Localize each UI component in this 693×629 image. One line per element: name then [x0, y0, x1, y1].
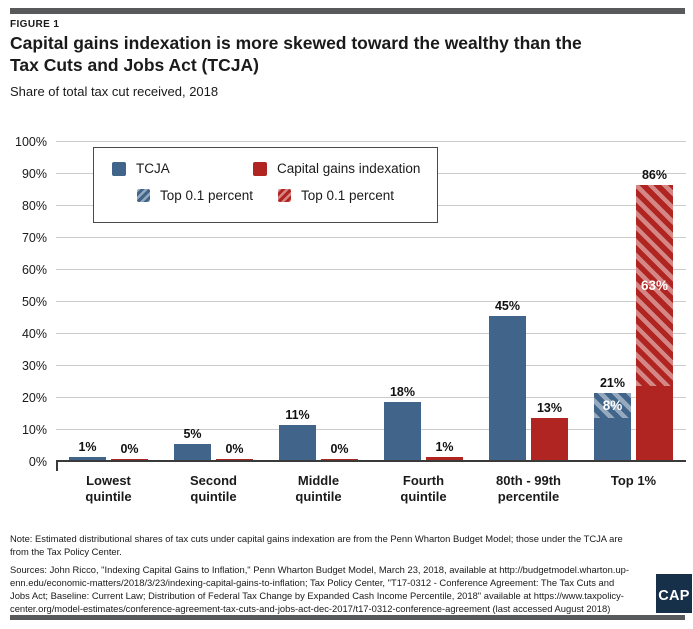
cap-logo: CAP [656, 574, 692, 613]
bar-cgi: 13% [531, 401, 568, 460]
hatch-value-label: 63% [640, 278, 669, 294]
bar-tcja: 5% [174, 427, 211, 460]
gridline [56, 397, 686, 398]
bar-tcja: 1% [69, 440, 106, 460]
bar-group: 45% 13% [476, 142, 581, 460]
bar-value-label: 86% [641, 167, 668, 182]
footer-text: Note: Estimated distributional shares of… [10, 532, 645, 615]
bar-value-label: 1% [435, 439, 454, 454]
y-tick-label: 10% [21, 423, 47, 437]
legend-item-tcja: TCJA [112, 161, 253, 176]
gridline [56, 301, 686, 302]
top01-hatch-overlay: 8% [594, 392, 631, 419]
tcja-hatch-swatch-icon [137, 189, 150, 202]
y-axis-stub [56, 461, 58, 471]
bar-tcja: 21% 8% [594, 376, 631, 460]
y-tick-label: 40% [21, 327, 47, 341]
bottom-divider [10, 615, 685, 620]
y-tick-label: 60% [21, 263, 47, 277]
bar-cgi: 0% [321, 442, 358, 460]
figure-title: Capital gains indexation is more skewed … [10, 33, 582, 75]
category-axis: Lowest quintile Second quintile Middle qui… [56, 473, 686, 505]
legend-item-top01-tcja: Top 0.1 percent [137, 188, 278, 203]
bar-cgi: 86% 63% [636, 168, 673, 460]
bar-value-label: 5% [183, 427, 202, 441]
legend-item-cgi: Capital gains indexation [253, 161, 420, 176]
gridline [56, 429, 686, 430]
bar-cgi: 0% [111, 442, 148, 460]
y-tick-label: 50% [21, 295, 47, 309]
top01-hatch-overlay: 63% [636, 184, 673, 387]
category-label: Fourth quintile [400, 473, 447, 504]
plot-area: TCJA Capital gains indexation Top 0.1 pe… [15, 135, 686, 471]
legend-item-top01-cgi: Top 0.1 percent [278, 188, 394, 203]
category-label: 80th - 99th percentile [495, 473, 561, 504]
bar-group: 21% 8% 86% 63% [581, 142, 686, 460]
bar-value-label: 13% [536, 401, 563, 416]
bar-value-label: 1% [78, 439, 97, 454]
top-divider [10, 8, 685, 14]
y-tick-label: 20% [21, 391, 47, 405]
cgi-hatch-swatch-icon [278, 189, 291, 202]
bar-cgi: 0% [216, 442, 253, 460]
bar-value-label: 18% [389, 385, 416, 400]
hatch-value-label: 8% [602, 398, 623, 414]
bar-value-label: 0% [120, 442, 139, 456]
bar-group: 5% 0% [161, 142, 266, 460]
category-label: Second quintile [190, 473, 237, 504]
gridline [56, 269, 686, 270]
note-text: Note: Estimated distributional shares of… [10, 533, 623, 557]
y-tick-label: 30% [21, 359, 47, 373]
cgi-swatch-icon [253, 161, 267, 176]
gridline [56, 141, 686, 142]
legend-label: Top 0.1 percent [301, 188, 395, 203]
cap-logo-text: CAP [658, 588, 690, 604]
bar-value-label: 21% [599, 375, 626, 390]
gridline [56, 333, 686, 334]
x-axis-baseline [56, 460, 686, 462]
bar-tcja: 11% [279, 408, 316, 460]
bar-tcja: 18% [384, 385, 421, 460]
legend-label: Capital gains indexation [277, 161, 421, 176]
chart-legend: TCJA Capital gains indexation Top 0.1 pe… [93, 147, 438, 223]
bar-value-label: 11% [285, 407, 310, 422]
gridline [56, 365, 686, 366]
bar-cgi: 1% [426, 440, 463, 460]
bar-value-label: 45% [494, 299, 521, 313]
y-tick-label: 100% [15, 135, 47, 149]
legend-label: TCJA [136, 161, 170, 176]
legend-label: Top 0.1 percent [160, 188, 254, 203]
tcja-swatch-icon [112, 161, 126, 176]
bar-group: 1% 0% [56, 142, 161, 460]
category-label: Lowest quintile [85, 473, 132, 504]
bar-groups: 1% 0% 5% 0% 11% 0% 18% 1% 45% 13% 21% 8% 86% 63% [56, 142, 686, 460]
y-tick-label: 90% [21, 167, 47, 181]
category-label: Middle quintile [295, 473, 342, 504]
y-tick-label: 70% [21, 231, 47, 245]
legend-row-series: TCJA Capital gains indexation [112, 161, 437, 176]
category-label: Top 1% [610, 473, 657, 488]
gridline [56, 237, 686, 238]
bar-value-label: 0% [330, 442, 349, 456]
bar-tcja: 45% [489, 299, 526, 460]
bar-value-label: 0% [225, 442, 244, 456]
bar-group: 18% 1% [371, 142, 476, 460]
bar-group: 11% 0% [266, 142, 371, 460]
sources-text: Sources: John Ricco, "Indexing Capital G… [10, 564, 629, 614]
y-tick-label: 80% [21, 199, 47, 213]
figure-number: FIGURE 1 [10, 19, 60, 30]
legend-row-top01: Top 0.1 percent Top 0.1 percent [112, 188, 437, 203]
y-tick-label: 0% [28, 455, 47, 469]
figure-subtitle: Share of total tax cut received, 2018 [10, 84, 219, 99]
